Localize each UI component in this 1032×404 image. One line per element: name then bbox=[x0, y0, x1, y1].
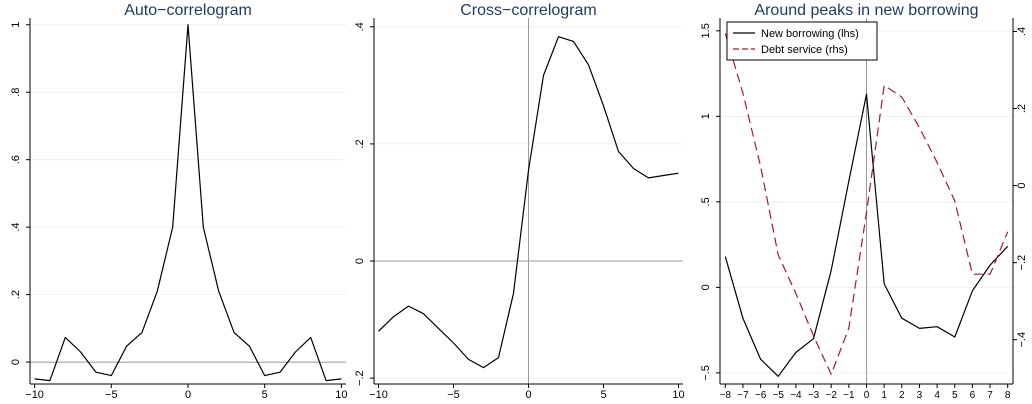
x-tick-label: 5 bbox=[600, 389, 606, 401]
x-tick-label: −3 bbox=[808, 390, 820, 401]
x-tick-label: −5 bbox=[773, 390, 785, 401]
x-tick-label: −10 bbox=[25, 389, 44, 401]
y-tick-label: 0 bbox=[700, 284, 712, 290]
legend-label: New borrowing (lhs) bbox=[761, 28, 859, 40]
series-line bbox=[724, 93, 1009, 377]
panel-2: Cross−correlogram −10 −5 0 5 10 −.2 0 .2 .4 bbox=[354, 2, 685, 401]
x-tick-label: 0 bbox=[185, 389, 191, 401]
y-tick-label: 0 bbox=[10, 359, 22, 365]
x-tick-label: 0 bbox=[864, 390, 870, 401]
y-tick-label: 1 bbox=[10, 22, 22, 28]
x-tick-label: 0 bbox=[525, 389, 531, 401]
x-tick-label: 10 bbox=[335, 389, 347, 401]
y2-tick-label: 0 bbox=[1016, 183, 1028, 189]
y-tick-label: −.2 bbox=[354, 370, 366, 386]
panel-3: Around peaks in new borrowing−8 −7 −6 −5 −4−… bbox=[700, 2, 1028, 401]
chart-title: Cross−correlogram bbox=[460, 2, 596, 19]
y-tick-label: .6 bbox=[10, 155, 22, 164]
x-tick-label: −4 bbox=[790, 390, 802, 401]
x-tick-label: 3 bbox=[917, 390, 923, 401]
x-tick-label: 10 bbox=[672, 389, 684, 401]
x-tick-label: 2 bbox=[899, 390, 905, 401]
y2-tick-label: .4 bbox=[1016, 27, 1028, 36]
x-tick-label: 6 bbox=[970, 390, 976, 401]
y-tick-label: .8 bbox=[10, 88, 22, 97]
x-tick-label: 8 bbox=[1005, 390, 1011, 401]
y2-tick-label: −.4 bbox=[1016, 332, 1028, 348]
x-tick-label: −6 bbox=[755, 390, 767, 401]
chart-title: Around peaks in new borrowing bbox=[754, 2, 978, 19]
y2-tick-label: −.2 bbox=[1016, 255, 1028, 271]
chart-title: Auto−correlogram bbox=[124, 2, 252, 19]
y-tick-label: 1.5 bbox=[700, 23, 712, 38]
x-tick-label: −5 bbox=[105, 389, 118, 401]
y-tick-label: 0 bbox=[354, 258, 366, 264]
series-line bbox=[34, 24, 342, 382]
legend-label: Debt service (rhs) bbox=[761, 44, 848, 56]
x-tick-label: −8 bbox=[720, 390, 732, 401]
x-tick-label: 7 bbox=[987, 390, 993, 401]
series-line bbox=[724, 33, 1009, 375]
y-tick-label: 1 bbox=[700, 113, 712, 119]
x-tick-label: 5 bbox=[262, 389, 268, 401]
y-tick-label: .2 bbox=[10, 290, 22, 299]
y-tick-label: .2 bbox=[354, 139, 366, 148]
y-tick-label: .5 bbox=[700, 197, 712, 206]
x-tick-label: −7 bbox=[737, 390, 749, 401]
y-tick-label: −.5 bbox=[700, 365, 712, 381]
x-tick-label: 1 bbox=[881, 390, 887, 401]
x-tick-label: −5 bbox=[447, 389, 460, 401]
legend-box bbox=[726, 21, 878, 61]
y-tick-label: .4 bbox=[354, 22, 366, 31]
y-tick-label: .4 bbox=[10, 223, 22, 232]
panel-1: Auto−correlogram −10 −5 0 5 10 0 .2 .4 .6 .8 1 bbox=[10, 2, 348, 401]
y2-tick-label: .2 bbox=[1016, 104, 1028, 113]
x-tick-label: −10 bbox=[369, 389, 388, 401]
x-tick-label: 5 bbox=[952, 390, 958, 401]
x-tick-label: −2 bbox=[825, 390, 837, 401]
x-tick-label: −1 bbox=[843, 390, 855, 401]
series-line bbox=[378, 36, 679, 369]
x-tick-label: 4 bbox=[934, 390, 940, 401]
